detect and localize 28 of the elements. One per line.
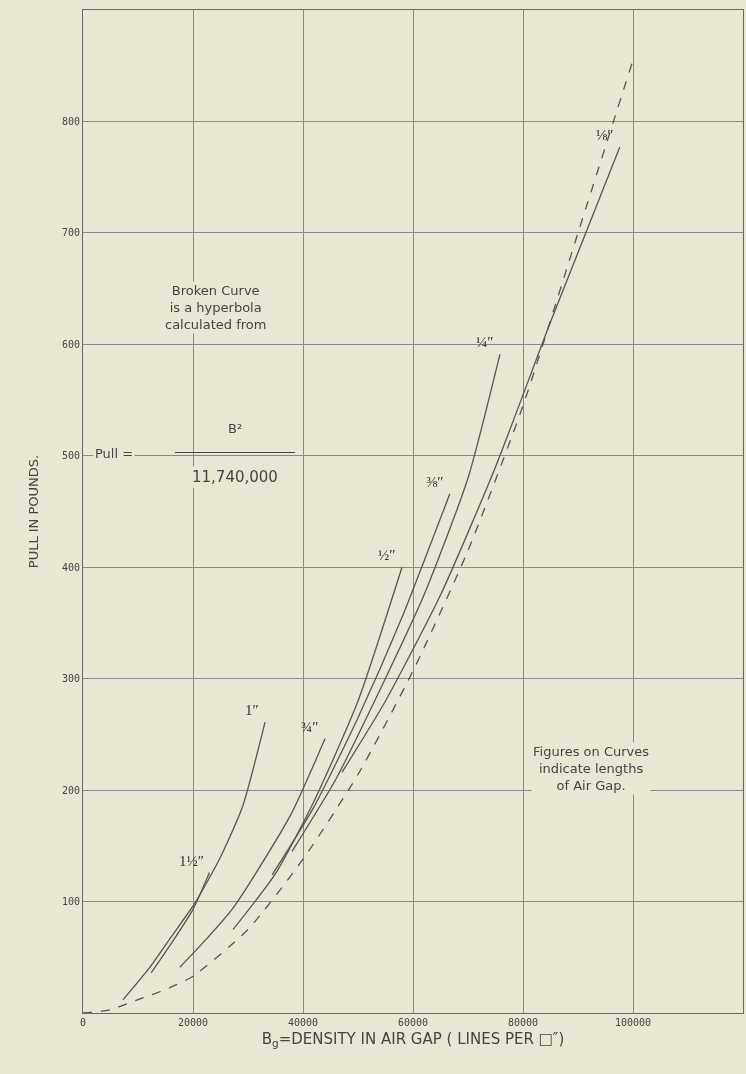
x-tick-label: 0 <box>79 1017 87 1028</box>
y-tick-label: 600 <box>61 338 80 350</box>
y-tick-label: 100 <box>61 896 80 908</box>
series-label: 1″ <box>245 702 259 718</box>
y-tick-label: 800 <box>61 115 80 127</box>
y-tick-label: 200 <box>61 784 80 796</box>
annotation: 11,740,000 <box>192 468 278 486</box>
x-tick-label: 80000 <box>507 1017 539 1028</box>
series-label: ¼″ <box>476 334 494 350</box>
y-tick-label: 300 <box>61 673 80 685</box>
y-tick-label: 500 <box>61 450 80 462</box>
x-axis-title: B$_{g}$=DENSITY IN AIR GAP ( LINES PER □″) <box>261 1030 565 1050</box>
series-label: ⅜″ <box>426 474 444 490</box>
x-tick-label: 20000 <box>177 1017 209 1028</box>
series-label: 1½″ <box>179 853 204 869</box>
y-tick-label: 700 <box>61 227 80 239</box>
y-axis-title: PULL IN POUNDS. <box>25 454 41 569</box>
x-tick-label: 40000 <box>287 1017 319 1028</box>
series-label: ½″ <box>378 547 396 563</box>
x-tick-label: 100000 <box>614 1017 652 1028</box>
series-label: ⅛″ <box>596 127 614 143</box>
x-tick-label: 60000 <box>397 1017 429 1028</box>
annotation: B² <box>228 421 243 436</box>
annotation: Broken Curve is a hyperbola calculated from <box>165 283 267 332</box>
y-tick-label: 400 <box>61 561 80 573</box>
annotation: Figures on Curves indicate lengths of Air Gap. <box>533 744 650 793</box>
annotation: Pull = <box>95 446 134 461</box>
series-label: ¾″ <box>301 719 319 735</box>
